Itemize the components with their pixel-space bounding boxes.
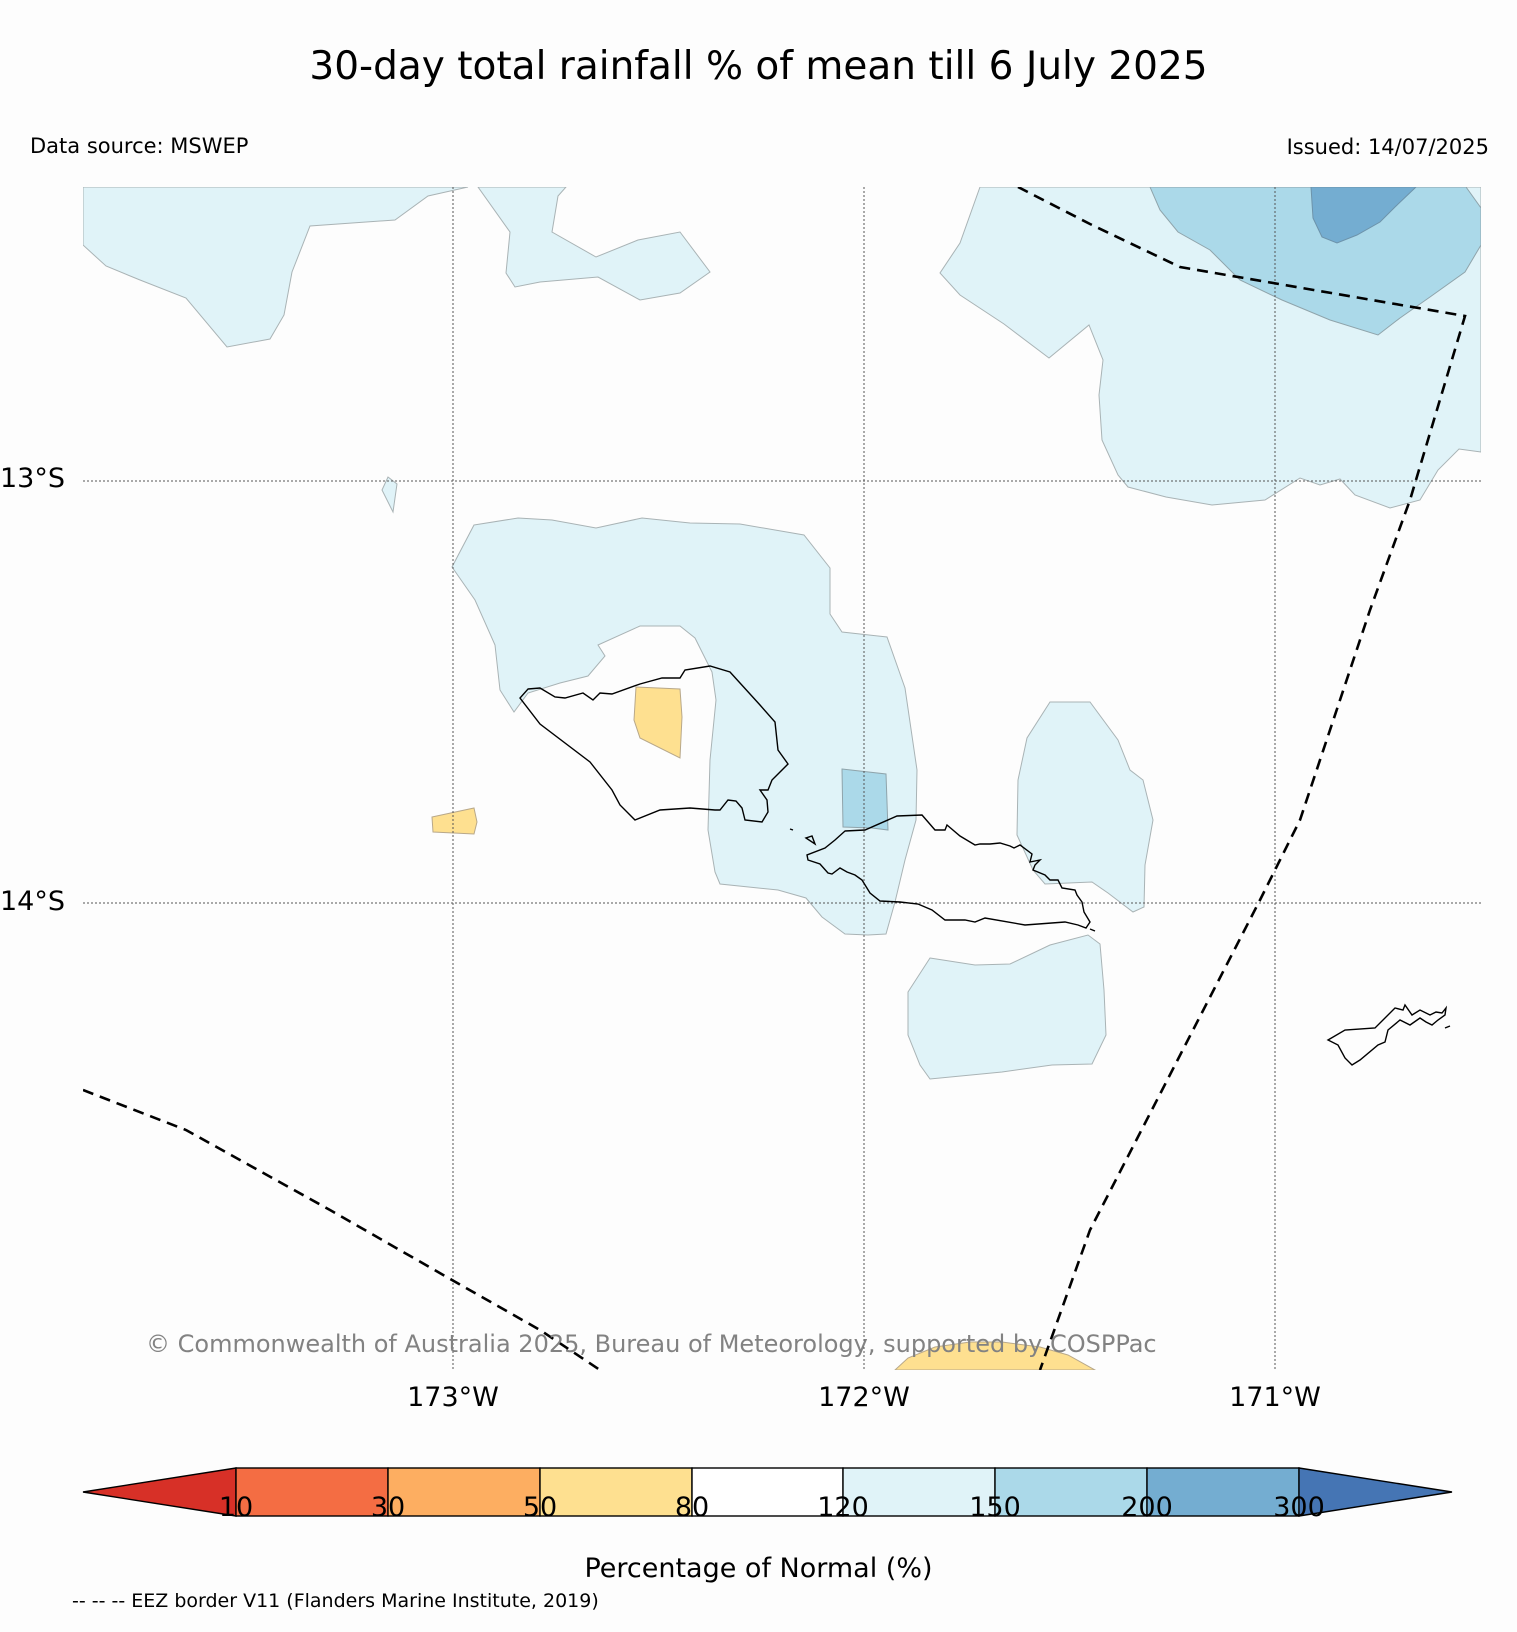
colorbar-bin-80-120: [691, 1467, 844, 1517]
upolu-island: [806, 814, 1091, 929]
colorbar-tick-300: 300: [1273, 1492, 1325, 1523]
colorbar-bin-10-30: [235, 1467, 389, 1517]
colorbar-bin-50-80: [539, 1467, 693, 1517]
tutuila-island: [1326, 1003, 1448, 1066]
colorbar-bin-200-300: [1146, 1467, 1300, 1517]
issued-date-label: Issued: 14/07/2025: [1286, 135, 1489, 159]
colorbar-title: Percentage of Normal (%): [584, 1553, 933, 1584]
colorbar-bin-150-200: [994, 1467, 1148, 1517]
colorbar-tick-120: 120: [817, 1492, 869, 1523]
colorbar: [82, 1467, 1453, 1517]
colorbar-tick-30: 30: [370, 1492, 406, 1523]
eez-legend: -- -- -- EEZ border V11 (Flanders Marine…: [72, 1590, 599, 1612]
rainfall-contour-50-80: [431, 686, 1097, 1370]
lon-label-173w: 173°W: [407, 1382, 499, 1413]
coastlines: [519, 665, 1451, 1066]
graticule: [83, 187, 1481, 1370]
colorbar-tick-50: 50: [522, 1492, 558, 1523]
lat-label-13s: 13°S: [0, 463, 65, 494]
lon-label-171w: 171°W: [1229, 1382, 1321, 1413]
data-source-label: Data source: MSWEP: [30, 134, 249, 158]
map-area: [83, 187, 1481, 1370]
manono-islet: [804, 835, 817, 846]
colorbar-tick-10: 10: [218, 1492, 254, 1523]
copyright-notice: © Commonwealth of Australia 2025, Bureau…: [146, 1330, 1157, 1358]
savaii-island: [519, 665, 789, 823]
eez-border: [83, 187, 1467, 1370]
colorbar-bin-120-150: [842, 1467, 996, 1517]
map-title: 30-day total rainfall % of mean till 6 J…: [309, 44, 1208, 89]
rainfall-contour-200-300: [1310, 187, 1417, 244]
rainfall-contour-150-200: [841, 187, 1481, 831]
colorbar-tick-150: 150: [969, 1492, 1021, 1523]
lon-label-172w: 172°W: [818, 1382, 910, 1413]
colorbar-tick-200: 200: [1121, 1492, 1173, 1523]
colorbar-extend-high: [1298, 1467, 1453, 1517]
colorbar-tick-80: 80: [674, 1492, 710, 1523]
lat-label-14s: 14°S: [0, 886, 65, 917]
